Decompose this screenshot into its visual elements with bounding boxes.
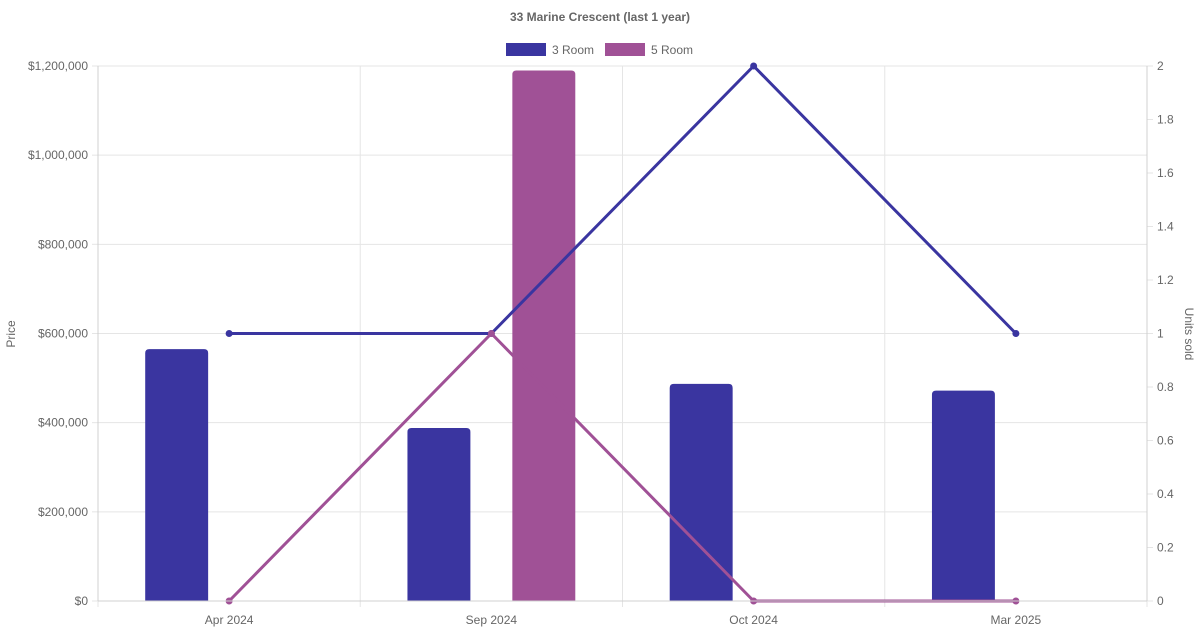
- x-tick-label: Apr 2024: [205, 613, 254, 627]
- y-right-tick-label: 0.8: [1157, 380, 1174, 394]
- point-3-room: [225, 330, 233, 337]
- x-tick-label: Mar 2025: [991, 613, 1042, 627]
- legend-item-3-room[interactable]: 3 Room: [506, 43, 594, 57]
- bar-3-room: [145, 349, 209, 601]
- y-right-tick-label: 1.4: [1157, 220, 1174, 234]
- legend-swatch-5-room: [605, 43, 645, 56]
- y-right-tick-label: 1.6: [1157, 166, 1174, 180]
- legend-label-3-room: 3 Room: [552, 43, 594, 57]
- line-3-room: [229, 64, 1017, 335]
- point-3-room: [1012, 330, 1020, 337]
- legend-item-5-room[interactable]: 5 Room: [605, 43, 693, 57]
- bars-layer: [145, 70, 995, 602]
- bar-3-room: [407, 428, 471, 601]
- y-right-tick-label: 1.8: [1157, 113, 1174, 127]
- y-left-tick-label: $0: [75, 594, 89, 608]
- axes-layer: $0 $200,000 $400,000 $600,000 $800,000 $1,000…: [28, 59, 1174, 627]
- y-left-tick-label: $400,000: [38, 416, 88, 430]
- x-tick-label: Oct 2024: [729, 613, 778, 627]
- y-right-tick-label: 0.6: [1157, 434, 1174, 448]
- y-axis-left-label: Price: [4, 320, 18, 348]
- point-3-room: [750, 62, 758, 70]
- y-right-tick-label: 0.2: [1157, 541, 1174, 555]
- y-left-tick-label: $600,000: [38, 327, 88, 341]
- y-left-tick-label: $1,000,000: [28, 148, 88, 162]
- chart-title: 33 Marine Crescent (last 1 year): [510, 10, 690, 24]
- y-right-tick-label: 1: [1157, 327, 1164, 341]
- legend: 3 Room 5 Room: [506, 43, 693, 57]
- y-right-tick-label: 0.4: [1157, 487, 1174, 501]
- grid-layer: [92, 65, 1153, 607]
- y-right-tick-label: 1.2: [1157, 273, 1174, 287]
- y-axis-right-label: Units sold: [1182, 308, 1196, 361]
- y-left-tick-label: $200,000: [38, 505, 88, 519]
- y-left-tick-label: $800,000: [38, 237, 88, 251]
- point-5-room: [487, 330, 495, 337]
- bar-5-room: [512, 70, 576, 602]
- legend-swatch-3-room: [506, 43, 546, 56]
- bar-3-room: [931, 390, 995, 601]
- x-tick-label: Sep 2024: [466, 613, 518, 627]
- y-left-tick-label: $1,200,000: [28, 59, 88, 73]
- bar-3-room: [669, 383, 733, 601]
- y-right-tick-label: 2: [1157, 59, 1164, 73]
- y-right-tick-label: 0: [1157, 594, 1164, 608]
- legend-label-5-room: 5 Room: [651, 43, 693, 57]
